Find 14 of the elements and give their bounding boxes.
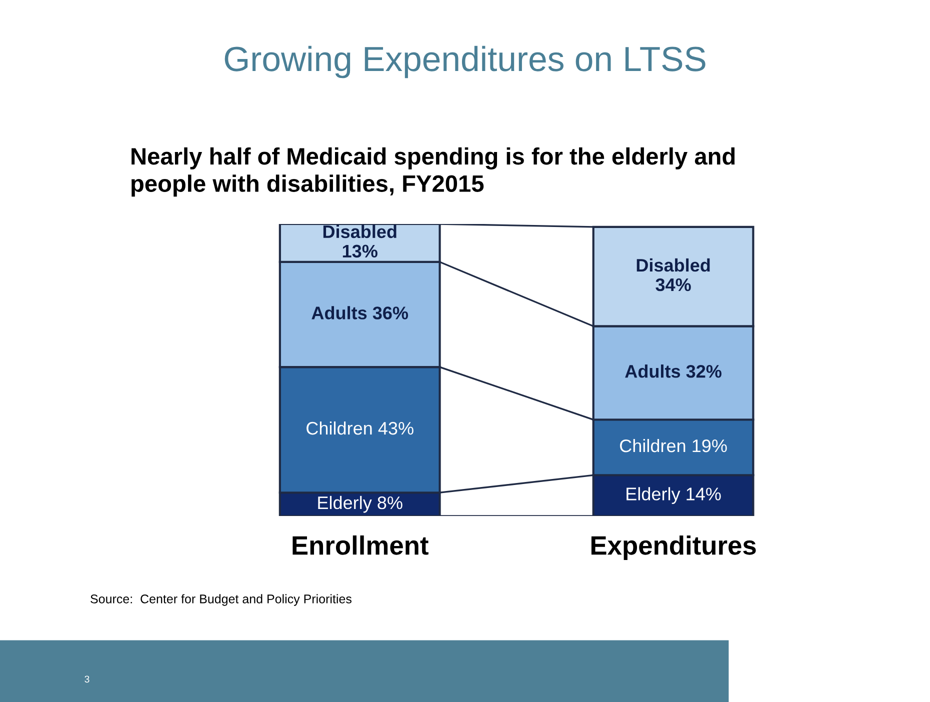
chart-title: Growing Expenditures on LTSS (224, 46, 706, 78)
data-label: Disabled 13% (323, 224, 396, 258)
data-label: Children 19% (620, 438, 727, 452)
data-label: Adults 32% (625, 364, 722, 378)
data-label: Elderly 14% (626, 487, 721, 504)
data-label: Children 43% (306, 421, 414, 435)
data-label: Adults 36% (312, 306, 408, 320)
chart-subtitle: Nearly half of Medicaid spending is for the elderly and people with disabilities, FY2015 (132, 147, 735, 197)
x-tick-label: Enrollment (292, 535, 428, 555)
data-label: Elderly 8% (318, 496, 402, 513)
text: 3 (84, 676, 90, 683)
source-note: Source: Center for Budget and Policy Priorities (90, 594, 352, 606)
data-label: Disabled 34% (636, 258, 710, 292)
x-tick-label: Expenditures (591, 535, 756, 560)
